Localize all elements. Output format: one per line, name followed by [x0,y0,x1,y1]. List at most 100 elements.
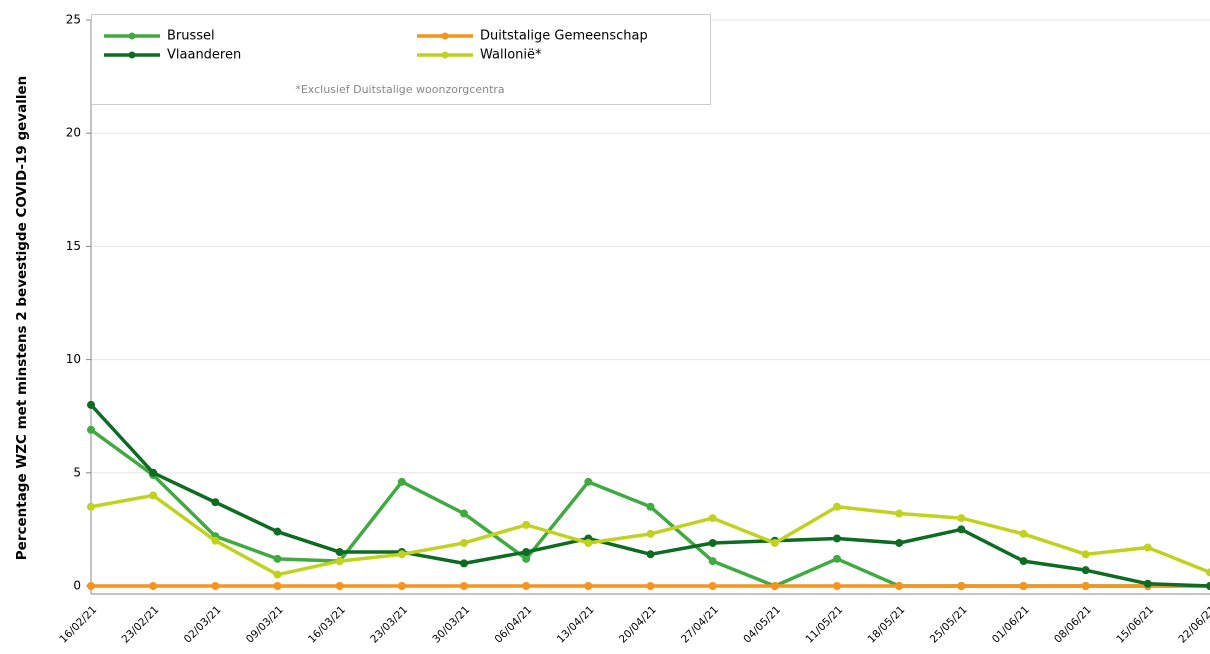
point [957,582,966,590]
point [273,582,282,590]
point [522,582,531,590]
point [957,525,966,534]
legend-label: Vlaanderen [167,48,241,63]
point [211,498,220,507]
x-tick-label: 04/05/21 [741,604,783,646]
point [522,554,531,563]
legend-dot [441,32,449,40]
point [957,514,966,523]
point [584,477,593,486]
point [1206,568,1210,577]
y-tick-label: 10 [66,352,81,366]
y-tick-label: 0 [73,579,81,593]
point [646,550,655,559]
x-tick-label: 16/03/21 [306,604,348,646]
point [273,527,282,536]
point [833,534,841,543]
point [646,502,655,511]
point [87,582,95,590]
point [149,468,158,477]
legend-label: Wallonië* [480,48,542,63]
point [895,538,904,547]
point [397,550,406,559]
point [397,582,406,590]
x-tick-label: 01/06/21 [990,604,1032,646]
x-tick-label: 13/04/21 [555,604,597,646]
point [460,559,468,568]
legend-dot [441,51,449,59]
x-tick-label: 06/04/21 [493,604,535,646]
point [273,570,282,579]
point [1019,529,1028,538]
x-tick-label: 11/05/21 [803,604,845,646]
point [895,509,904,518]
point [149,491,158,500]
x-tick-label: 30/03/21 [430,604,472,646]
x-tick-label: 15/06/21 [1114,604,1156,646]
legend-dot [128,32,136,40]
annotation: *Exclusief Duitstalige woonzorgcentra [295,83,504,96]
x-tick-label: 18/05/21 [866,604,908,646]
point [770,582,779,590]
point [1206,582,1210,590]
legend-label: Duitstalige Gemeenschap [480,29,648,44]
point [87,425,95,434]
point [522,520,531,529]
point [833,582,841,590]
series [87,582,1210,590]
y-tick-label: 20 [66,126,81,140]
point [770,538,779,547]
point [895,582,904,590]
y-tick-label: 25 [66,13,81,27]
point [1019,582,1028,590]
legend-box [91,14,711,105]
point [87,400,95,409]
point [708,557,717,566]
point [584,538,593,547]
point [211,582,220,590]
x-tick-label: 23/03/21 [368,604,410,646]
point [708,582,717,590]
x-tick-label: 22/06/21 [1176,604,1210,646]
point [833,554,841,563]
x-tick-label: 27/04/21 [679,604,721,646]
point [1019,557,1028,566]
point [1081,550,1090,559]
point [460,582,468,590]
point [335,548,344,557]
legend-label: Brussel [167,29,215,44]
x-tick-label: 02/03/21 [182,604,224,646]
point [87,502,95,511]
x-tick-label: 16/02/21 [57,604,99,646]
point [646,529,655,538]
point [211,536,220,545]
series [87,491,1210,579]
point [1143,579,1152,588]
point [1081,566,1090,575]
point [149,582,158,590]
point [1143,543,1152,552]
point [397,477,406,486]
point [1081,582,1090,590]
x-tick-label: 08/06/21 [1052,604,1094,646]
y-tick-label: 5 [73,465,81,479]
x-tick-label: 23/02/21 [120,604,162,646]
point [584,582,593,590]
point [335,582,344,590]
series [87,400,1210,590]
x-tick-label: 20/04/21 [617,604,659,646]
point [460,509,468,518]
point [460,538,468,547]
line [89,403,1210,588]
y-tick-label: 15 [66,239,81,253]
point [708,538,717,547]
point [273,554,282,563]
point [708,514,717,523]
point [335,557,344,566]
point [833,502,841,511]
y-axis-label: Percentage WZC met minstens 2 bevestigde… [14,76,30,560]
x-tick-label: 25/05/21 [928,604,970,646]
point [522,548,531,557]
x-tick-label: 09/03/21 [244,604,286,646]
